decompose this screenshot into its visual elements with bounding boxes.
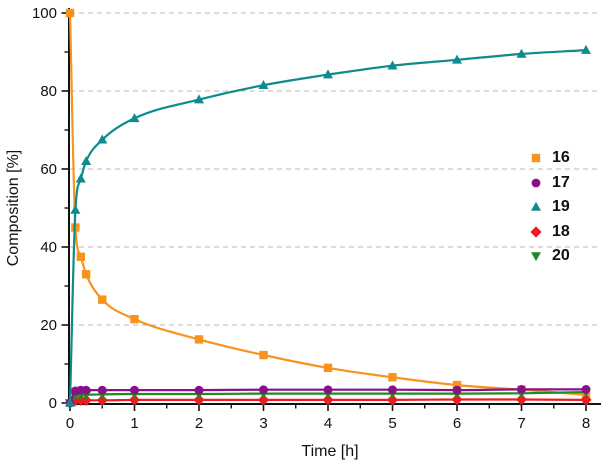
legend-label-19: 19 [552,198,570,216]
marker-square-legend-16 [531,154,541,163]
marker-triangle-up-19 [70,204,81,214]
y-tick-label-80: 80 [40,83,57,100]
marker-circle-17 [97,385,107,395]
legend-square-icon [531,154,541,163]
marker-triangle-up-legend-19 [531,202,541,212]
y-tick-label-20: 20 [40,317,57,334]
marker-diamond-18 [193,394,205,406]
x-tick-label-4: 4 [324,415,332,432]
marker-circle-17 [452,385,462,395]
marker-diamond-18 [257,394,270,406]
series-17 [65,384,591,408]
legend-diamond-icon [530,226,542,238]
marker-square-16 [81,270,91,279]
x-tick-label-7: 7 [517,415,525,432]
legend-item-18: 18 [529,220,570,245]
marker-square-16 [76,252,85,261]
marker-triangle-up-19 [129,113,140,123]
x-tick-label-8: 8 [582,415,590,432]
marker-triangle-up-19 [387,60,398,70]
marker-diamond-18 [128,394,141,406]
y-axis-label: Composition [%] [5,149,22,267]
legend-label-17: 17 [552,173,570,191]
x-tick-label-1: 1 [130,415,138,432]
marker-triangle-up-19 [81,156,92,165]
marker-diamond-18 [80,394,92,406]
marker-square-16 [98,295,107,304]
legend-circle-icon [531,178,541,188]
y-tick-label-60: 60 [40,161,57,178]
marker-square-16 [194,335,204,344]
marker-diamond-18 [322,394,334,406]
x-tick-label-5: 5 [388,415,396,432]
legend-item-16: 16 [529,146,570,171]
marker-triangle-up-19 [516,48,527,58]
marker-triangle-up-19 [75,173,86,183]
marker-diamond-18 [580,394,592,406]
marker-diamond-18 [451,393,463,406]
legend-label-16: 16 [552,149,570,167]
legend-label-18: 18 [552,222,570,240]
marker-triangle-down-legend-20 [531,252,541,262]
marker-circle-legend-17 [531,178,541,188]
marker-triangle-up-19 [581,44,591,54]
marker-circle-17 [581,384,591,394]
series-line-19 [68,49,587,404]
marker-diamond-18 [515,393,528,406]
x-tick-label-0: 0 [66,415,74,432]
marker-triangle-up-19 [258,79,269,89]
y-tick-label-40: 40 [40,239,57,256]
marker-triangle-up-19 [194,94,204,104]
legend-item-20: 20 [529,244,570,269]
marker-triangle-up-19 [452,54,462,64]
legend-triangle-down-icon [531,252,541,262]
legend-label-20: 20 [552,247,570,265]
series-19 [65,44,591,407]
marker-diamond-18 [386,394,399,406]
marker-square-16 [452,380,462,390]
y-tick-label-100: 100 [32,5,57,22]
marker-diamond-18 [96,394,108,406]
marker-square-16 [323,363,333,373]
x-tick-label-3: 3 [259,415,267,432]
marker-diamond-legend-18 [530,226,542,238]
marker-triangle-up-19 [65,397,75,407]
marker-circle-17 [81,385,91,395]
marker-triangle-up-19 [323,69,333,79]
marker-circle-17 [194,385,204,395]
marker-triangle-up-19 [97,134,108,144]
legend-triangle-up-icon [531,202,541,212]
marker-circle-17 [259,385,268,395]
chart-legend: 16 17 19 18 20 [529,146,570,269]
x-axis-label: Time [h] [301,443,359,460]
legend-item-19: 19 [529,195,570,220]
marker-square-16 [65,8,75,18]
marker-circle-17 [388,385,397,395]
marker-circle-17 [517,384,526,394]
series-16 [65,8,591,400]
y-tick-label-0: 0 [49,395,57,412]
marker-square-16 [388,373,397,382]
marker-square-16 [259,350,268,360]
legend-item-17: 17 [529,171,570,196]
x-tick-label-2: 2 [195,415,203,432]
marker-circle-17 [130,385,139,395]
x-tick-label-6: 6 [453,415,461,432]
marker-circle-17 [323,385,333,395]
marker-square-16 [130,314,139,324]
